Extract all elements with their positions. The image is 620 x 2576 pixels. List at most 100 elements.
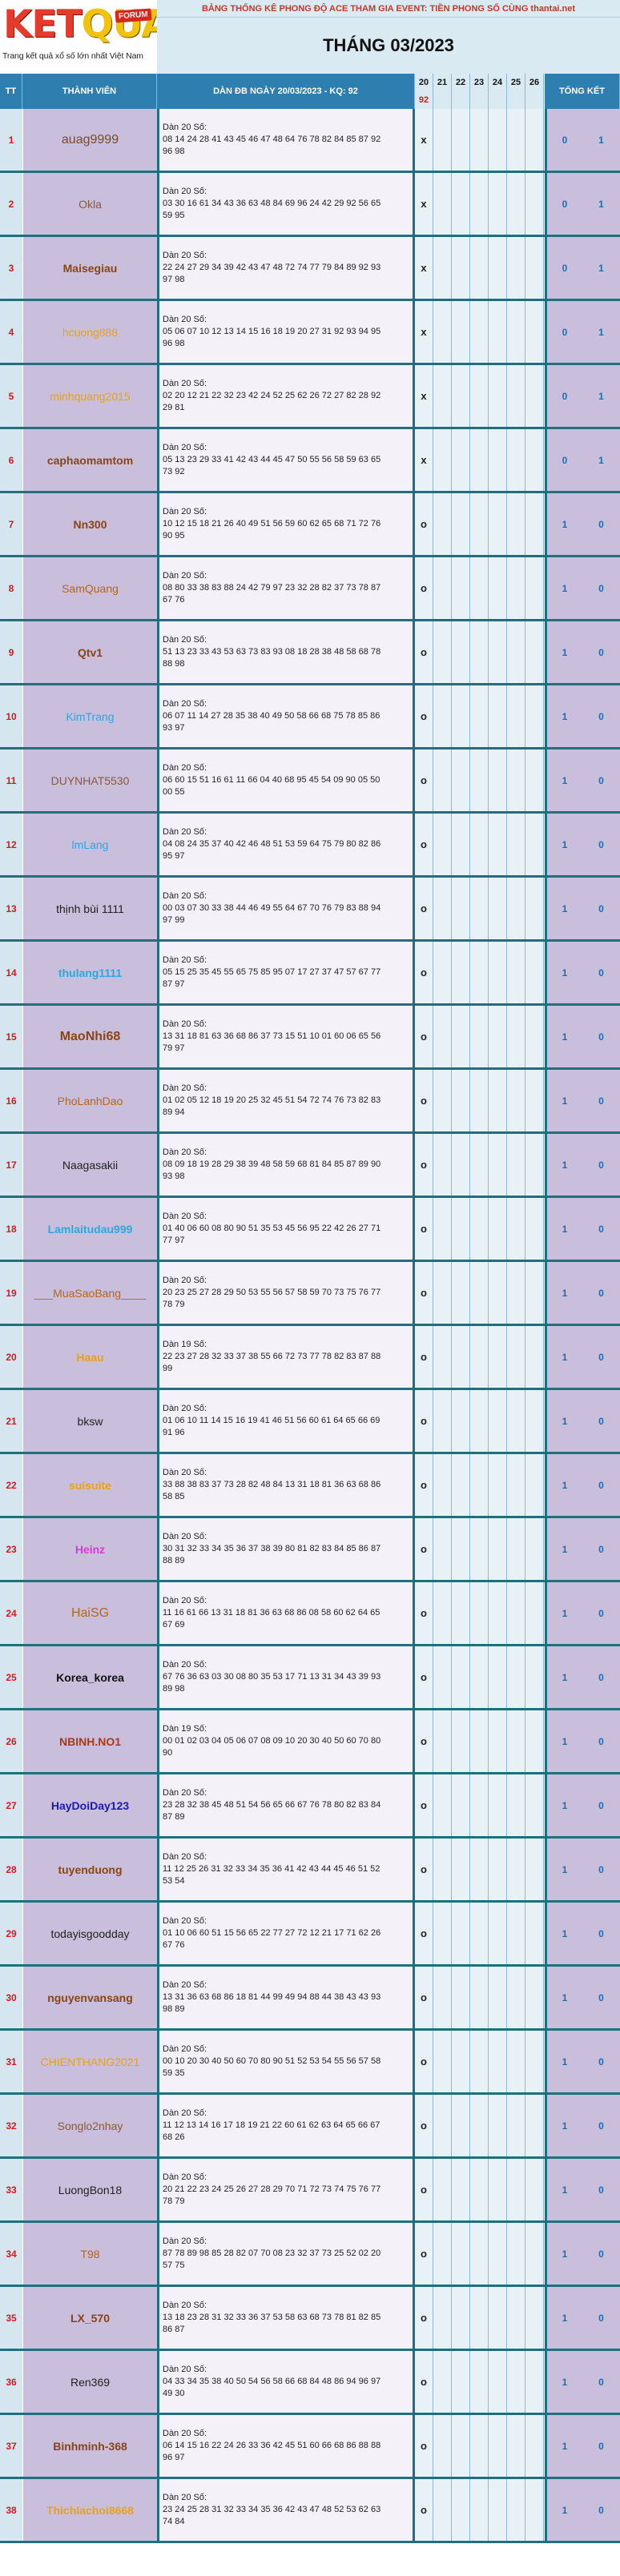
number-set-line-2: 93 98	[163, 1171, 185, 1181]
member-row: 38 Thichlachoi8668 Dàn 20 Số: 23 24 25 2…	[0, 2479, 620, 2543]
number-set-label: Dàn 20 Số:	[163, 2493, 207, 2502]
member-name[interactable]: Naagasakii	[22, 1134, 157, 1196]
day-23-result	[470, 1134, 489, 1196]
day-20-result: o	[415, 1710, 433, 1772]
number-set: Dàn 20 Số: 13 31 18 81 63 36 68 86 37 73…	[157, 1006, 415, 1067]
number-set-line-1: 00 01 02 03 04 05 06 07 08 09 10 20 30 4…	[163, 1736, 381, 1746]
day-20-result: x	[415, 173, 433, 235]
number-set-line-1: 13 31 36 63 68 86 18 81 44 99 49 94 88 4…	[163, 1992, 381, 2002]
day-25-result	[507, 429, 525, 491]
member-name[interactable]: NBINH.NO1	[22, 1710, 157, 1772]
number-set-line-2: 59 35	[163, 2068, 185, 2078]
day-24-result	[489, 1390, 507, 1452]
member-name[interactable]: LX_570	[22, 2287, 157, 2349]
row-number: 2	[0, 173, 22, 235]
member-name[interactable]: SamQuang	[22, 557, 157, 619]
day-24-result	[489, 749, 507, 811]
member-name[interactable]: HaiSG	[22, 1582, 157, 1644]
member-name[interactable]: minhquang2015	[22, 365, 157, 427]
row-number: 25	[0, 1646, 22, 1708]
member-name[interactable]: PhoLanhDao	[22, 1070, 157, 1131]
member-name[interactable]: HayDoiDay123	[22, 1774, 157, 1836]
row-number: 27	[0, 1774, 22, 1836]
day-23-result	[470, 1518, 489, 1580]
day-21-result	[433, 685, 452, 747]
member-name[interactable]: Qtv1	[22, 621, 157, 683]
total-hits: 1	[545, 1454, 582, 1516]
day-20-result: o	[415, 2223, 433, 2285]
member-name[interactable]: T98	[22, 2223, 157, 2285]
day-22-result	[452, 429, 470, 491]
day-23-result	[470, 2031, 489, 2092]
member-name[interactable]: nguyenvansang	[22, 1967, 157, 2028]
member-name[interactable]: tuyenduong	[22, 1839, 157, 1900]
day-20-result: o	[415, 2095, 433, 2156]
member-row: 10 KimTrang Dàn 20 Số: 06 07 11 14 27 28…	[0, 685, 620, 749]
number-set-line-1: 11 12 13 14 16 17 18 19 21 22 60 61 62 6…	[163, 2120, 380, 2130]
member-name[interactable]: lmLang	[22, 814, 157, 875]
member-name[interactable]: Maisegiau	[22, 237, 157, 299]
member-name[interactable]: ___MuaSaoBang____	[22, 1262, 157, 1324]
number-set-line-2: 79 97	[163, 1043, 185, 1053]
member-name[interactable]: todayisgoodday	[22, 1903, 157, 1964]
member-name[interactable]: suisuite	[22, 1454, 157, 1516]
day-24-result	[489, 301, 507, 363]
member-name[interactable]: thulang1111	[22, 942, 157, 1003]
number-set-label: Dàn 20 Số:	[163, 699, 207, 709]
member-name[interactable]: LuongBon18	[22, 2159, 157, 2220]
member-name[interactable]: Okla	[22, 173, 157, 235]
total-misses: 0	[582, 1070, 620, 1131]
member-name[interactable]: KimTrang	[22, 685, 157, 747]
day-22-result	[452, 2351, 470, 2413]
header-day-23: 23	[470, 74, 489, 91]
member-row: 22 suisuite Dàn 20 Số: 33 88 38 83 37 73…	[0, 1454, 620, 1518]
member-name[interactable]: auag9999	[22, 109, 157, 171]
day-22-result	[452, 1006, 470, 1067]
day-20-result: o	[415, 2351, 433, 2413]
member-name[interactable]: hcuong888	[22, 301, 157, 363]
member-name[interactable]: MaoNhi68	[22, 1006, 157, 1067]
row-number: 17	[0, 1134, 22, 1196]
member-name[interactable]: Thichlachoi8668	[22, 2479, 157, 2541]
day-25-result	[507, 237, 525, 299]
day-25-result	[507, 1390, 525, 1452]
member-name[interactable]: Nn300	[22, 493, 157, 555]
day-23-result	[470, 557, 489, 619]
member-name[interactable]: Heinz	[22, 1518, 157, 1580]
row-number: 6	[0, 429, 22, 491]
number-set-line-2: 96 98	[163, 339, 185, 348]
total-hits: 0	[545, 173, 582, 235]
number-set-line-1: 13 31 18 81 63 36 68 86 37 73 15 51 10 0…	[163, 1031, 381, 1041]
member-name[interactable]: Ren369	[22, 2351, 157, 2413]
total-hits: 1	[545, 878, 582, 939]
member-name[interactable]: caphaomamtom	[22, 429, 157, 491]
member-name[interactable]: Haau	[22, 1326, 157, 1388]
member-name[interactable]: Binhminh-368	[22, 2415, 157, 2477]
day-20-result: o	[415, 1134, 433, 1196]
number-set-label: Dàn 20 Số:	[163, 2172, 207, 2182]
row-number: 5	[0, 365, 22, 427]
member-name[interactable]: Songlo2nhay	[22, 2095, 157, 2156]
site-logo[interactable]: KETQUA2 FORUM Trang kết quả xổ số lớn nh…	[0, 0, 195, 74]
day-22-result	[452, 1518, 470, 1580]
member-name[interactable]: CHIENTHANG2021	[22, 2031, 157, 2092]
number-set-line-2: 96 98	[163, 147, 185, 156]
member-name[interactable]: DUYNHAT5530	[22, 749, 157, 811]
number-set: Dàn 20 Số: 10 12 15 18 21 26 40 49 51 56…	[157, 493, 415, 555]
member-name[interactable]: bksw	[22, 1390, 157, 1452]
day-20-result: x	[415, 237, 433, 299]
row-number: 31	[0, 2031, 22, 2092]
member-name[interactable]: Lamlaitudau999	[22, 1198, 157, 1260]
member-row: 13 thịnh bùi 1111 Dàn 20 Số: 00 03 07 30…	[0, 878, 620, 942]
day-21-result	[433, 1903, 452, 1964]
member-name[interactable]: thịnh bùi 1111	[22, 878, 157, 939]
day-25-result	[507, 1582, 525, 1644]
number-set-line-2: 67 69	[163, 1620, 185, 1630]
header-day-result-empty	[452, 91, 470, 109]
day-23-result	[470, 109, 489, 171]
number-set-line-2: 86 87	[163, 2325, 185, 2334]
day-26-result	[525, 1518, 544, 1580]
day-24-result	[489, 685, 507, 747]
member-name[interactable]: Korea_korea	[22, 1646, 157, 1708]
day-26-result	[525, 1839, 544, 1900]
